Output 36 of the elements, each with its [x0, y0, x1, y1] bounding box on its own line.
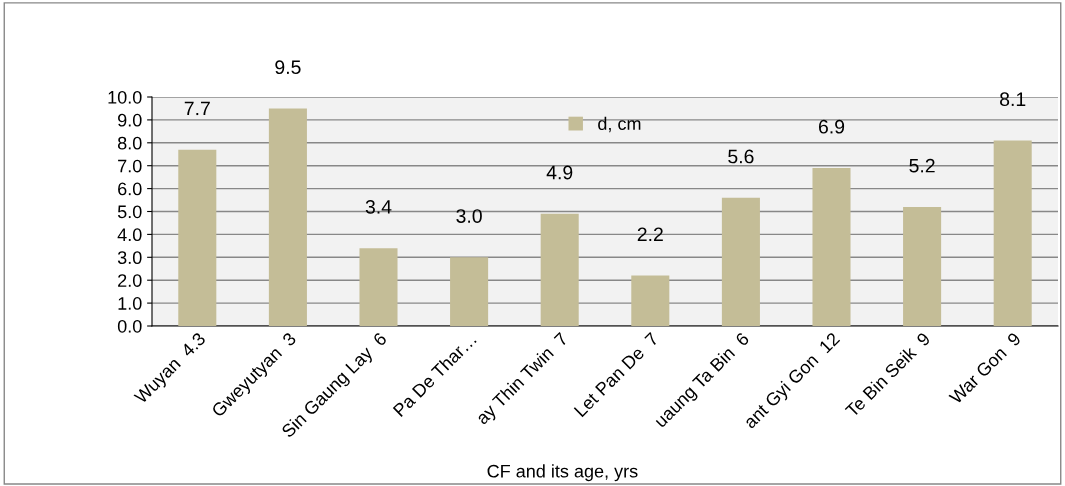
data-label: 8.1	[1000, 92, 1026, 107]
y-tick-label: 7.0	[118, 159, 142, 173]
bar	[268, 108, 307, 326]
data-label: 2.2	[637, 227, 663, 242]
x-axis-title: CF and its age, yrs	[487, 464, 638, 482]
data-label: 5.2	[909, 158, 935, 173]
data-label: 3.0	[456, 209, 482, 223]
y-tick-label: 0.0	[117, 319, 142, 333]
y-tick-label: 1.0	[118, 297, 142, 310]
y-tick-label: 4.0	[117, 228, 142, 242]
y-tick-label: 10.0	[108, 90, 142, 104]
bar	[178, 149, 217, 326]
y-tick-label: 2.0	[118, 274, 142, 287]
x-tick-label: War Gon 9	[948, 331, 1022, 405]
data-label: 6.9	[818, 119, 845, 134]
y-tick-label: 9.0	[118, 113, 142, 127]
y-tick-label: 3.0	[117, 251, 142, 265]
y-tick-label: 8.0	[117, 136, 142, 150]
x-tick-label: Let Pan De 7	[573, 331, 660, 418]
legend-label: d, cm	[598, 116, 641, 133]
bar	[540, 213, 579, 326]
y-tick-label: 5.0	[117, 205, 142, 219]
bar	[359, 248, 398, 326]
bar	[812, 167, 851, 326]
data-label: 4.9	[546, 165, 573, 180]
bar	[631, 275, 670, 326]
data-label: 7.7	[184, 101, 210, 116]
data-label: 3.4	[365, 199, 392, 214]
bar	[450, 257, 489, 326]
bar	[721, 197, 760, 326]
y-tick-label: 6.0	[118, 182, 142, 196]
data-label: 5.6	[728, 149, 754, 164]
bar	[993, 140, 1032, 326]
x-tick-label: Te Bin Seik 9	[844, 331, 931, 419]
data-label: 9.5	[275, 60, 301, 75]
bar	[903, 206, 942, 326]
